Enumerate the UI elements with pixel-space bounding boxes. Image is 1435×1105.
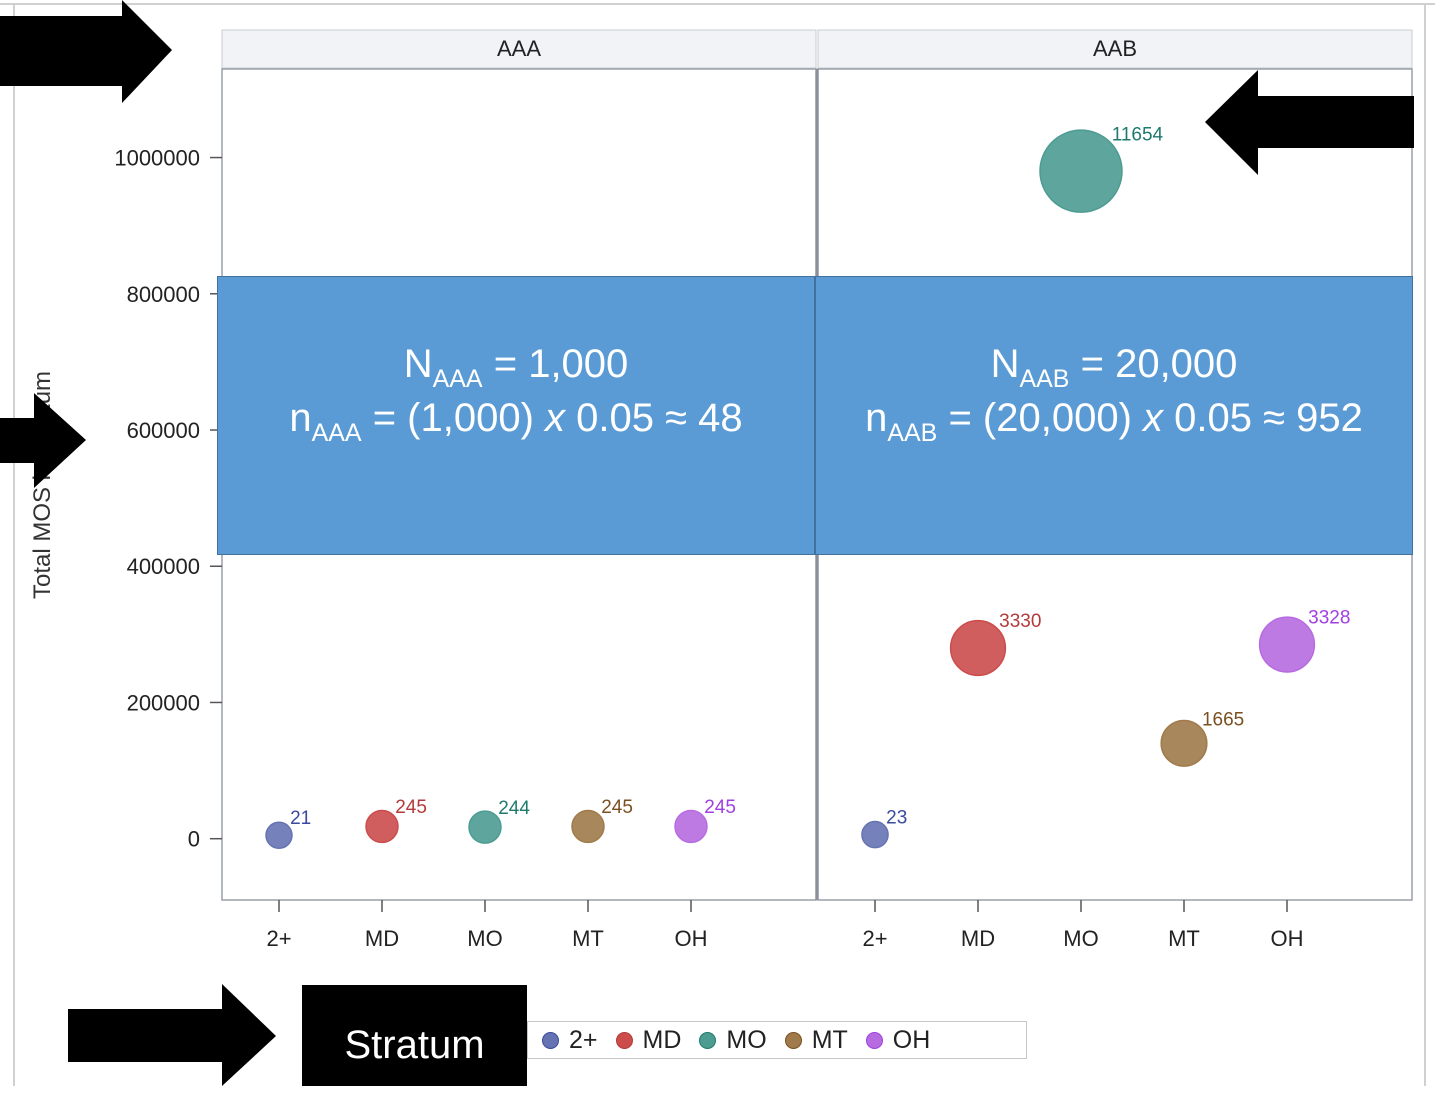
x-tick-label: MD [961, 926, 995, 951]
legend-label: MO [726, 1025, 767, 1054]
data-label: 245 [704, 797, 736, 818]
legend-label: MD [642, 1025, 682, 1054]
data-label: 3330 [999, 611, 1041, 632]
legend-swatch [542, 1031, 559, 1049]
annotation-population-aab: NAAB = 20,000 [990, 342, 1238, 393]
data-label: 3328 [1308, 607, 1350, 628]
data-label: 11654 [1112, 124, 1164, 145]
data-label: 23 [886, 807, 907, 828]
bubble-point [1160, 719, 1208, 767]
bubble-point [1258, 616, 1316, 673]
bubble-point [1039, 129, 1123, 213]
arrow-left-icon [1205, 70, 1414, 175]
x-tick-label: MO [467, 926, 502, 951]
y-tick-label: 600000 [127, 418, 200, 443]
legend-item: OH [865, 1025, 931, 1055]
x-tick-label: OH [675, 926, 708, 951]
legend-label: OH [892, 1025, 931, 1054]
arrow-right-icon [0, 0, 172, 103]
legend-swatch [699, 1031, 717, 1049]
data-label: 21 [290, 808, 311, 829]
legend-item: 2+ [542, 1026, 598, 1055]
data-label: 244 [498, 798, 530, 819]
bubble-point [949, 619, 1007, 677]
annotation-sample-aaa: nAAA = (1,000) x 0.05 ≈ 48 [289, 396, 743, 447]
legend-item: MO [699, 1025, 767, 1055]
y-axis: 0 200000 400000 600000 800000 1000000 [114, 146, 222, 852]
legend-swatch [865, 1031, 883, 1049]
data-marks: 21 245 244 245 245 23 3330 11654 1665 3328 [265, 124, 1350, 850]
panel-header-aab [817, 29, 1413, 69]
y-tick-label: 800000 [127, 282, 200, 307]
data-label: 245 [395, 797, 427, 818]
annotation-population-aaa: NAAA = 1,000 [403, 342, 629, 393]
x-tick-label: OH [1271, 926, 1304, 951]
bubble-point [265, 821, 293, 850]
x-tick-label: 2+ [266, 926, 291, 951]
panel-header-aaa [221, 29, 817, 69]
y-tick-label: 0 [188, 827, 200, 852]
annotation-box-aaa: NAAA = 1,000 nAAA = (1,000) x 0.05 ≈ 48 [217, 276, 815, 555]
x-axis: 2+ MD MO MT OH 2+ MD MO MT OH [266, 900, 1304, 951]
bubble-point [674, 809, 708, 844]
legend-item: MD [615, 1025, 682, 1055]
legend-item: MT [784, 1025, 848, 1055]
bubble-point [571, 809, 605, 844]
bubble-point [365, 809, 399, 844]
legend-swatch [784, 1031, 802, 1049]
panel-title-aaa: AAA [497, 36, 541, 61]
x-tick-label: 2+ [862, 926, 887, 951]
data-label: 245 [601, 797, 633, 818]
legend-label: 2+ [569, 1025, 598, 1054]
annotation-box-aab: NAAB = 20,000 nAAB = (20,000) x 0.05 ≈ 9… [815, 276, 1413, 555]
x-tick-label: MT [572, 926, 604, 951]
x-tick-label: MD [365, 926, 399, 951]
bubble-point [468, 810, 502, 844]
legend-title: Stratum [302, 985, 527, 1086]
panel-title-aab: AAB [1093, 36, 1137, 61]
arrow-right-icon [0, 393, 86, 488]
bubble-point [861, 820, 889, 849]
arrow-right-icon [68, 984, 276, 1086]
x-tick-label: MT [1168, 926, 1200, 951]
y-tick-label: 400000 [127, 554, 200, 579]
x-tick-label: MO [1063, 926, 1098, 951]
legend-swatch [615, 1031, 633, 1049]
legend-label: MT [811, 1025, 848, 1054]
data-label: 1665 [1202, 709, 1244, 730]
annotation-sample-aab: nAAB = (20,000) x 0.05 ≈ 952 [865, 396, 1363, 447]
y-tick-label: 200000 [127, 690, 200, 715]
y-tick-label: 1000000 [114, 146, 200, 171]
legend: 2+ MD MO MT OH [527, 1021, 1027, 1059]
